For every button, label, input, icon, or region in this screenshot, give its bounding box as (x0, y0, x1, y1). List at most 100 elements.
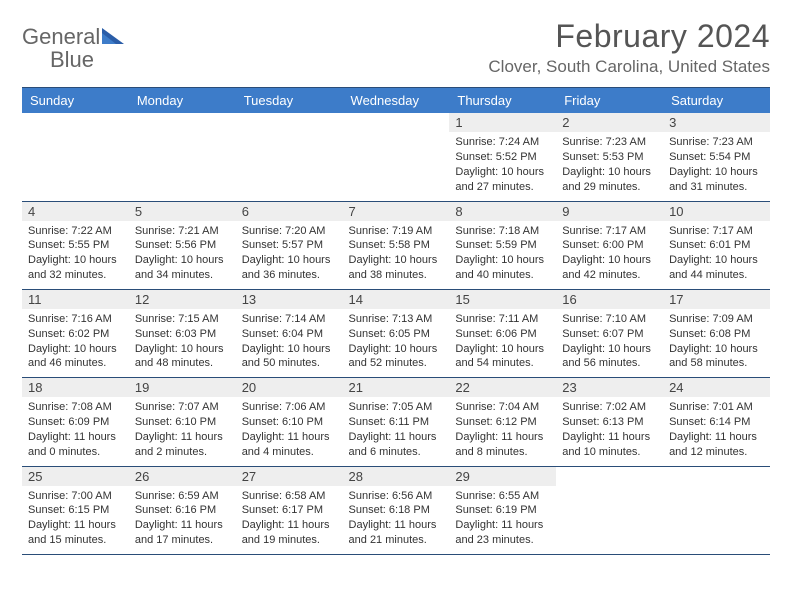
day-number: 3 (663, 113, 770, 132)
day-number: 10 (663, 202, 770, 221)
calendar-day-cell: 6 Sunrise: 7:20 AMSunset: 5:57 PMDaylight… (236, 201, 343, 289)
calendar-day-cell (236, 113, 343, 201)
sunset-text: Sunset: 6:10 PM (135, 415, 230, 430)
sunrise-text: Sunrise: 7:09 AM (669, 312, 764, 327)
day-data: Sunrise: 7:09 AMSunset: 6:08 PMDaylight:… (669, 312, 764, 371)
daylight-text: Daylight: 11 hours and 6 minutes. (349, 430, 444, 460)
calendar-container: Sunday Monday Tuesday Wednesday Thursday… (22, 87, 770, 555)
sunset-text: Sunset: 6:03 PM (135, 327, 230, 342)
calendar-day-cell: 22 Sunrise: 7:04 AMSunset: 6:12 PMDayligh… (449, 378, 556, 466)
daylight-text: Daylight: 10 hours and 29 minutes. (562, 165, 657, 195)
sunset-text: Sunset: 6:06 PM (455, 327, 550, 342)
day-data: Sunrise: 7:11 AMSunset: 6:06 PMDaylight:… (455, 312, 550, 371)
day-number: 9 (556, 202, 663, 221)
calendar-day-cell: 16Sunrise: 7:10 AMSunset: 6:07 PMDayligh… (556, 289, 663, 377)
calendar-day-cell: 2 Sunrise: 7:23 AMSunset: 5:53 PMDaylight… (556, 113, 663, 201)
calendar-table: Sunday Monday Tuesday Wednesday Thursday… (22, 88, 770, 555)
day-data: Sunrise: 7:20 AMSunset: 5:57 PMDaylight:… (242, 224, 337, 283)
daylight-text: Daylight: 10 hours and 34 minutes. (135, 253, 230, 283)
sunset-text: Sunset: 6:18 PM (349, 503, 444, 518)
calendar-day-cell: 7Sunrise: 7:19 AMSunset: 5:58 PMDaylight… (343, 201, 450, 289)
day-data: Sunrise: 7:24 AMSunset: 5:52 PMDaylight:… (455, 135, 550, 194)
daylight-text: Daylight: 11 hours and 4 minutes. (242, 430, 337, 460)
daylight-text: Daylight: 10 hours and 50 minutes. (242, 342, 337, 372)
sunrise-text: Sunrise: 7:24 AM (455, 135, 550, 150)
day-number: 19 (129, 378, 236, 397)
day-data: Sunrise: 6:58 AMSunset: 6:17 PMDaylight:… (242, 489, 337, 548)
day-data: Sunrise: 7:23 AMSunset: 5:54 PMDaylight:… (669, 135, 764, 194)
sunset-text: Sunset: 6:11 PM (349, 415, 444, 430)
sunset-text: Sunset: 5:58 PM (349, 238, 444, 253)
day-number: 28 (343, 467, 450, 486)
sunset-text: Sunset: 6:19 PM (455, 503, 550, 518)
calendar-day-cell: 10 Sunrise: 7:17 AMSunset: 6:01 PMDayligh… (663, 201, 770, 289)
sunset-text: Sunset: 5:56 PM (135, 238, 230, 253)
sunrise-text: Sunrise: 6:58 AM (242, 489, 337, 504)
daylight-text: Daylight: 10 hours and 54 minutes. (455, 342, 550, 372)
day-number: 17 (663, 290, 770, 309)
day-number: 15 (449, 290, 556, 309)
day-number: 25 (22, 467, 129, 486)
sunset-text: Sunset: 6:15 PM (28, 503, 123, 518)
daylight-text: Daylight: 10 hours and 42 minutes. (562, 253, 657, 283)
sunset-text: Sunset: 6:07 PM (562, 327, 657, 342)
calendar-day-cell: 18Sunrise: 7:08 AMSunset: 6:09 PMDayligh… (22, 378, 129, 466)
calendar-week-row: 1Sunrise: 7:24 AMSunset: 5:52 PMDaylight… (22, 113, 770, 201)
daylight-text: Daylight: 11 hours and 21 minutes. (349, 518, 444, 548)
sunrise-text: Sunrise: 7:04 AM (455, 400, 550, 415)
day-data: Sunrise: 7:21 AMSunset: 5:56 PMDaylight:… (135, 224, 230, 283)
day-data: Sunrise: 7:17 AMSunset: 6:00 PMDaylight:… (562, 224, 657, 283)
daylight-text: Daylight: 10 hours and 27 minutes. (455, 165, 550, 195)
day-number: 6 (236, 202, 343, 221)
dayhead-sun: Sunday (22, 88, 129, 113)
day-number: 23 (556, 378, 663, 397)
calendar-day-cell: 17 Sunrise: 7:09 AMSunset: 6:08 PMDayligh… (663, 289, 770, 377)
sunset-text: Sunset: 6:17 PM (242, 503, 337, 518)
sunset-text: Sunset: 6:12 PM (455, 415, 550, 430)
calendar-day-cell: 21Sunrise: 7:05 AMSunset: 6:11 PMDayligh… (343, 378, 450, 466)
calendar-day-cell: 1Sunrise: 7:24 AMSunset: 5:52 PMDaylight… (449, 113, 556, 201)
daylight-text: Daylight: 10 hours and 32 minutes. (28, 253, 123, 283)
calendar-day-cell: 26 Sunrise: 6:59 AMSunset: 6:16 PMDayligh… (129, 466, 236, 554)
day-data: Sunrise: 7:01 AMSunset: 6:14 PMDaylight:… (669, 400, 764, 459)
day-number: 29 (449, 467, 556, 486)
day-data: Sunrise: 7:17 AMSunset: 6:01 PMDaylight:… (669, 224, 764, 283)
day-data: Sunrise: 7:06 AMSunset: 6:10 PMDaylight:… (242, 400, 337, 459)
sunset-text: Sunset: 5:59 PM (455, 238, 550, 253)
dayhead-tue: Tuesday (236, 88, 343, 113)
logo: General Blue (22, 26, 124, 72)
sunrise-text: Sunrise: 7:14 AM (242, 312, 337, 327)
logo-text-wrap: General Blue (22, 26, 124, 72)
calendar-day-cell (343, 113, 450, 201)
sunrise-text: Sunrise: 7:08 AM (28, 400, 123, 415)
calendar-day-cell: 9 Sunrise: 7:17 AMSunset: 6:00 PMDaylight… (556, 201, 663, 289)
day-number: 16 (556, 290, 663, 309)
logo-text-1: General (22, 24, 100, 49)
day-data: Sunrise: 7:22 AMSunset: 5:55 PMDaylight:… (28, 224, 123, 283)
daylight-text: Daylight: 10 hours and 48 minutes. (135, 342, 230, 372)
daylight-text: Daylight: 11 hours and 8 minutes. (455, 430, 550, 460)
daylight-text: Daylight: 11 hours and 15 minutes. (28, 518, 123, 548)
day-number: 22 (449, 378, 556, 397)
day-data: Sunrise: 7:02 AMSunset: 6:13 PMDaylight:… (562, 400, 657, 459)
day-data: Sunrise: 7:23 AMSunset: 5:53 PMDaylight:… (562, 135, 657, 194)
sunset-text: Sunset: 6:13 PM (562, 415, 657, 430)
sunrise-text: Sunrise: 7:13 AM (349, 312, 444, 327)
sunrise-text: Sunrise: 7:23 AM (669, 135, 764, 150)
sunrise-text: Sunrise: 7:16 AM (28, 312, 123, 327)
day-number: 27 (236, 467, 343, 486)
day-number: 13 (236, 290, 343, 309)
calendar-week-row: 4Sunrise: 7:22 AMSunset: 5:55 PMDaylight… (22, 201, 770, 289)
daylight-text: Daylight: 11 hours and 2 minutes. (135, 430, 230, 460)
day-data: Sunrise: 6:59 AMSunset: 6:16 PMDaylight:… (135, 489, 230, 548)
day-number: 2 (556, 113, 663, 132)
sunrise-text: Sunrise: 7:07 AM (135, 400, 230, 415)
day-data: Sunrise: 7:18 AMSunset: 5:59 PMDaylight:… (455, 224, 550, 283)
sunrise-text: Sunrise: 7:00 AM (28, 489, 123, 504)
calendar-day-cell: 11Sunrise: 7:16 AMSunset: 6:02 PMDayligh… (22, 289, 129, 377)
day-number: 26 (129, 467, 236, 486)
daylight-text: Daylight: 10 hours and 52 minutes. (349, 342, 444, 372)
calendar-day-cell (129, 113, 236, 201)
daylight-text: Daylight: 11 hours and 23 minutes. (455, 518, 550, 548)
dayhead-wed: Wednesday (343, 88, 450, 113)
